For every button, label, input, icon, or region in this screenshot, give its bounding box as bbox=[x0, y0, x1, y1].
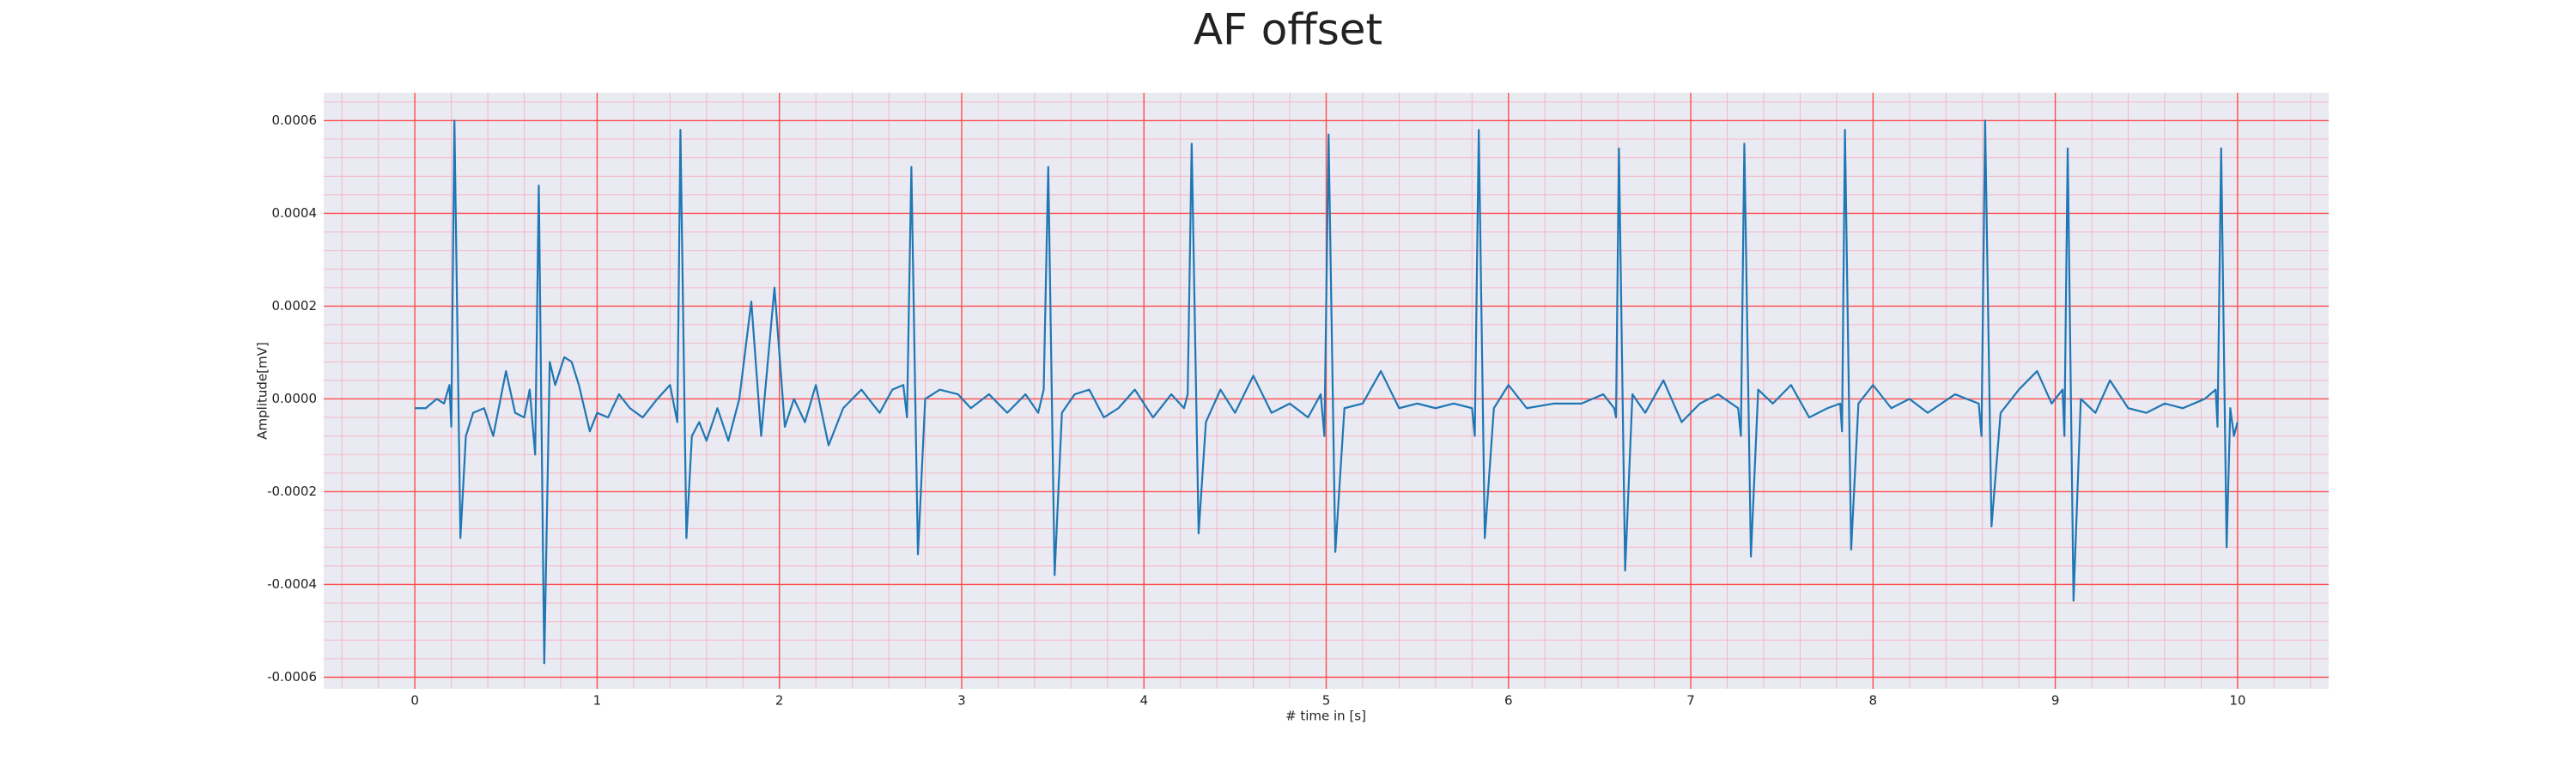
y-tick-label: 0.0006 bbox=[272, 113, 318, 128]
y-tick-label: 0.0002 bbox=[272, 298, 318, 313]
x-tick-label: 0 bbox=[410, 693, 419, 709]
x-tick-label: 3 bbox=[957, 693, 966, 709]
x-tick-label: 6 bbox=[1504, 693, 1513, 709]
line-series bbox=[415, 119, 2239, 665]
chart-title: AF offset bbox=[1194, 5, 1382, 55]
x-tick-label: 8 bbox=[1869, 693, 1878, 709]
y-tick-label: -0.0006 bbox=[267, 669, 317, 685]
x-tick-label: 10 bbox=[2229, 693, 2245, 709]
y-tick-label: -0.0002 bbox=[267, 484, 317, 499]
x-tick-label: 4 bbox=[1139, 693, 1148, 709]
x-axis-label: # time in [s] bbox=[1285, 709, 1366, 724]
y-tick-label: 0.0004 bbox=[272, 205, 318, 221]
x-tick-label: 9 bbox=[2051, 693, 2060, 709]
y-tick-label: -0.0004 bbox=[267, 576, 317, 592]
x-tick-label: 5 bbox=[1322, 693, 1331, 709]
x-tick-label: 1 bbox=[593, 693, 602, 709]
x-tick-label: 2 bbox=[775, 693, 784, 709]
y-axis-label: Amplitude[mV] bbox=[255, 342, 270, 439]
x-tick-label: 7 bbox=[1686, 693, 1695, 709]
y-tick-label: 0.0000 bbox=[272, 391, 318, 406]
